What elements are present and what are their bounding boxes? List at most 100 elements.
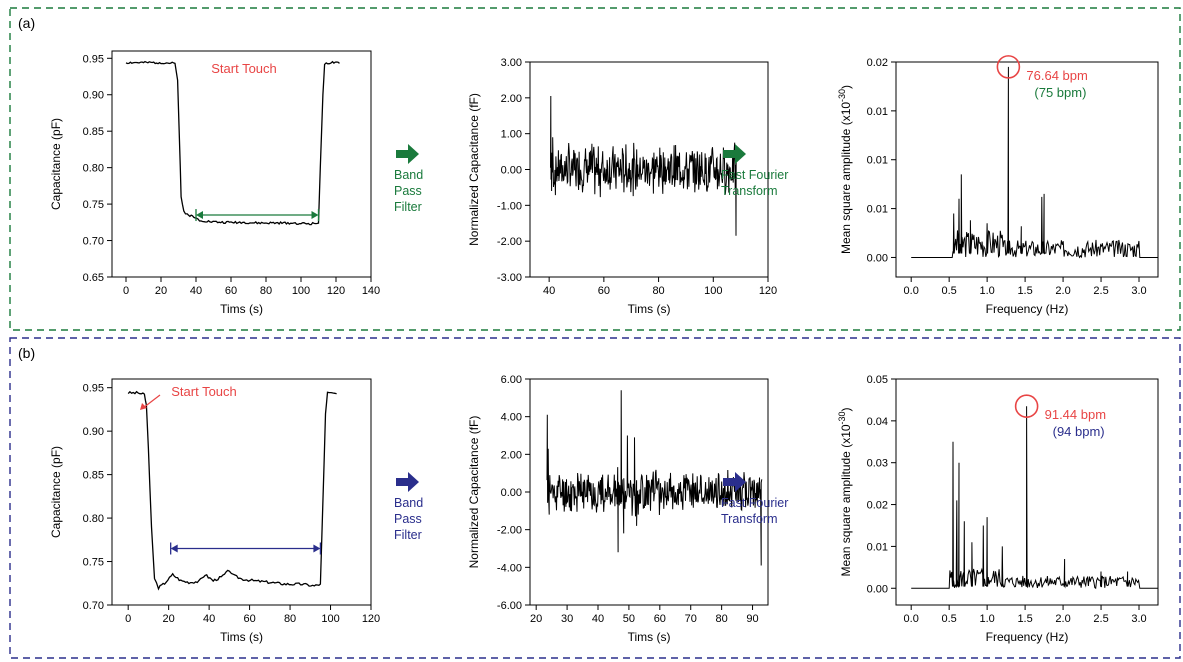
x-tick-label: 80 [284,613,296,625]
chart-fft-spectrum: 0.0 0.5 1.0 1.5 2.0 2.5 3.0 0.00 0.01 0.01 0.01 0.0… [837,55,1159,316]
process-label: Band [394,168,423,182]
x-tick-label: 90 [746,613,758,625]
x-tick-label: 80 [260,285,272,297]
bracket-arrowhead-left [170,544,178,553]
y-tick-label: -2.00 [497,525,522,537]
start-touch-annotation: Start Touch [211,61,277,76]
bracket-arrowhead-right [311,211,319,220]
x-tick-label: 1.5 [1017,285,1032,297]
y-tick-label: 4.00 [501,412,522,424]
y-tick-label: -3.00 [497,272,522,284]
x-tick-label: 100 [704,285,722,297]
chart-filtered-capacitance: 40 60 80 100 120 -3.00 -2.00 -1.00 0.00 1.00 2.00 3… [467,57,777,316]
x-tick-label: 0 [125,613,131,625]
y-tick-label: 0.01 [867,541,888,553]
y-axis-label: Normalized Capacitance (fF) [467,93,481,246]
y-tick-label: 2.00 [501,449,522,461]
y-tick-label: -4.00 [497,562,522,574]
peak-marker-circle [996,55,1021,79]
y-tick-label: 0.02 [867,57,888,69]
x-axis-label: Tims (s) [220,630,263,644]
x-tick-label: 0 [123,285,129,297]
spectrum-trace [911,406,1158,590]
y-tick-label: 0.90 [83,90,104,102]
start-touch-pointer-head [140,403,147,410]
peak-bpm-label: 76.64 bpm [1026,68,1087,83]
y-tick-label: 6.00 [501,374,522,386]
peak-bpm-label: 91.44 bpm [1045,407,1106,422]
process-arrow-band-pass-filter: Band Pass Filter [394,144,423,214]
process-label: Transform [721,184,778,198]
y-tick-label: 2.00 [501,93,522,105]
touch-duration-bracket [195,209,320,222]
panel-border [9,7,1181,331]
process-arrow-fast-fourier-transform: Fast Fourier Transform [721,472,788,526]
process-arrow-fast-fourier-transform: Fast Fourier Transform [721,144,788,198]
x-tick-label: 1.0 [979,285,994,297]
y-tick-label: 0.95 [83,53,104,65]
x-tick-label: 2.0 [1055,285,1070,297]
x-tick-label: 50 [623,613,635,625]
touch-duration-bracket [170,542,322,555]
x-tick-label: 120 [327,285,345,297]
x-tick-label: 120 [759,285,777,297]
process-arrow-band-pass-filter: Band Pass Filter [394,472,423,542]
y-axis-label: Mean square amplitude (x10-30) [837,407,853,576]
x-tick-label: 2.0 [1055,613,1070,625]
x-tick-label: 80 [716,613,728,625]
y-tick-label: 0.85 [83,126,104,138]
bracket-arrowhead-right [313,544,321,553]
plot-frame [111,378,372,606]
capacitance-trace [125,60,340,226]
start-touch-pointer [142,394,161,409]
panel-border [9,337,1181,659]
reference-bpm-label: (94 bpm) [1053,424,1105,439]
y-tick-label: 0.02 [867,500,888,512]
y-axis-label: Normalized Capacitance (fF) [467,416,481,569]
y-tick-label: 0.01 [867,204,888,216]
y-tick-label: 0.75 [83,199,104,211]
peak-marker-circle [1014,394,1039,419]
x-tick-label: 40 [190,285,202,297]
panel-label: (a) [18,15,35,31]
y-tick-label: 1.00 [501,129,522,141]
plot-frame [895,61,1159,278]
y-tick-label: 0.03 [867,458,888,470]
x-tick-label: 0.0 [904,613,919,625]
y-tick-label: 0.01 [867,106,888,118]
y-tick-label: 0.75 [83,557,104,569]
process-label: Fast Fourier [721,496,788,510]
y-tick-label: 0.65 [83,272,104,284]
y-axis-label: Capacitance (pF) [49,446,63,538]
process-label: Fast Fourier [721,168,788,182]
x-tick-label: 140 [362,285,380,297]
y-tick-label: 0.00 [867,583,888,595]
x-tick-label: 20 [530,613,542,625]
y-axis-label: Capacitance (pF) [49,118,63,210]
x-tick-label: 70 [685,613,697,625]
panel-label: (b) [18,345,35,361]
x-tick-label: 20 [155,285,167,297]
x-tick-label: 60 [243,613,255,625]
arrow-icon [396,472,419,492]
x-tick-label: 0.5 [942,285,957,297]
arrow-icon [723,144,746,164]
start-touch-annotation: Start Touch [171,384,237,399]
y-tick-label: 0.70 [83,236,104,248]
x-axis-label: Frequency (Hz) [986,630,1069,644]
process-label: Filter [394,200,422,214]
y-tick-label: 0.85 [83,470,104,482]
chart-filtered-capacitance: 20 30 40 50 60 70 80 90 -6.00 -4.00 -2.00 0.00 2.00 4… [467,374,769,644]
y-tick-label: 0.01 [867,155,888,167]
x-tick-label: 100 [292,285,310,297]
capacitance-trace [127,390,337,591]
y-tick-label: 0.05 [867,374,888,386]
x-tick-label: 40 [203,613,215,625]
plot-frame [895,378,1159,606]
process-label: Filter [394,528,422,542]
process-label: Pass [394,512,422,526]
y-tick-label: 3.00 [501,57,522,69]
arrow-icon [396,144,419,164]
process-label: Transform [721,512,778,526]
